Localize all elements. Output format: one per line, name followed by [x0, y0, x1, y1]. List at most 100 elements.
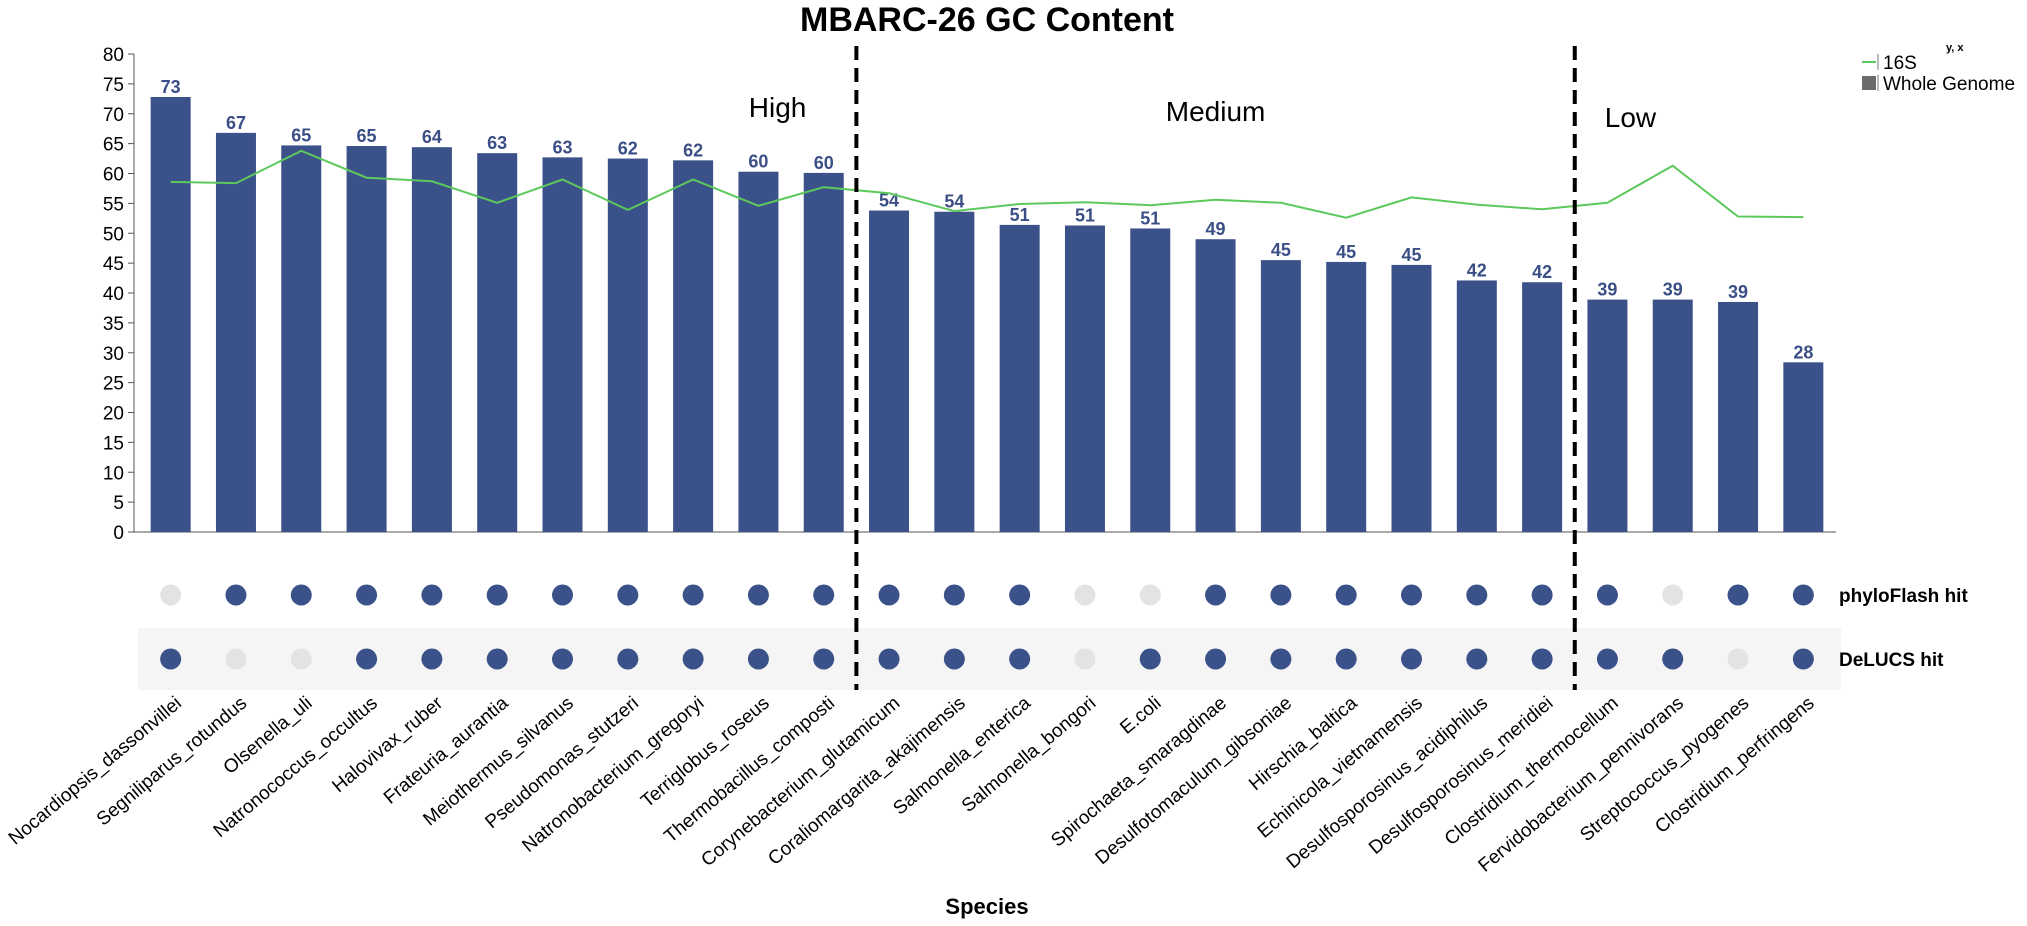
y-tick-label: 65 — [103, 135, 124, 156]
hit-dot — [552, 584, 573, 606]
bar — [215, 132, 256, 532]
legend-item-label: Whole Genome — [1883, 74, 2015, 95]
bar — [607, 158, 648, 532]
miss-dot — [225, 648, 247, 670]
hit-dot — [1270, 648, 1292, 670]
hit-dot — [682, 584, 704, 606]
hit-dot — [1009, 648, 1031, 670]
hit-row-labels: phyloFlash hit DeLUCS hit — [1839, 586, 1968, 671]
hit-dot — [160, 648, 182, 670]
bar — [281, 145, 322, 533]
bar-value-label: 42 — [1467, 260, 1487, 280]
y-tick-label: 25 — [103, 374, 124, 395]
bar — [1522, 282, 1563, 532]
hit-dot — [1727, 584, 1749, 606]
hit-dot — [878, 648, 900, 670]
hit-dot — [1139, 648, 1161, 670]
chart-title: MBARC-26 GC Content — [800, 1, 1174, 39]
bar-value-label: 62 — [618, 139, 638, 159]
bar-value-label: 54 — [944, 192, 964, 212]
bar-value-label: 28 — [1793, 342, 1813, 362]
hit-dot — [486, 648, 508, 670]
y-tick-label: 70 — [103, 105, 124, 126]
bar-value-label: 45 — [1401, 245, 1421, 265]
y-tick-label: 45 — [103, 254, 124, 275]
y-tick-label: 5 — [113, 493, 124, 514]
bar — [1783, 362, 1824, 532]
y-tick-label: 50 — [103, 224, 124, 245]
bar — [1195, 239, 1236, 532]
y-tick-label: 80 — [103, 45, 124, 66]
region-labels: High Medium Low — [749, 92, 1657, 133]
region-dividers — [854, 46, 1577, 690]
bar — [869, 210, 910, 533]
y-tick-label: 35 — [103, 314, 124, 335]
bar-value-label: 39 — [1597, 280, 1617, 300]
hit-dot — [813, 584, 835, 606]
bar-value-label: 67 — [226, 113, 246, 133]
category-labels: Nocardiopsis_dassonvilleiSegniliparus_ro… — [5, 692, 1819, 876]
hit-dot — [1335, 648, 1357, 670]
hit-dot — [1662, 648, 1684, 670]
hit-dot — [617, 584, 639, 606]
region-label-low: Low — [1605, 102, 1657, 133]
category-label: Halovivax_ruber — [328, 692, 447, 797]
hit-dot — [682, 648, 704, 670]
bar-value-label: 51 — [1140, 208, 1160, 228]
hit-dot — [421, 648, 443, 670]
line-series — [170, 149, 1804, 219]
bar — [738, 171, 779, 532]
hit-dot — [1205, 648, 1227, 670]
hit-dot — [225, 584, 247, 606]
bar-value-label: 42 — [1532, 262, 1552, 282]
hit-dot — [421, 584, 443, 606]
hit-row-label: phyloFlash hit — [1839, 586, 1968, 607]
y-tick-label: 10 — [103, 463, 124, 484]
bar — [1064, 225, 1105, 533]
hit-dot — [1205, 584, 1227, 606]
y-tick-label: 0 — [113, 523, 124, 544]
hit-dot — [356, 648, 378, 670]
line-16s — [170, 149, 1804, 219]
miss-dot — [1074, 584, 1096, 606]
hit-dot — [617, 648, 639, 670]
hit-dot — [1596, 648, 1618, 670]
bar — [999, 224, 1040, 532]
miss-dot — [290, 648, 312, 670]
bar-value-label: 60 — [748, 152, 768, 172]
bar — [1260, 260, 1301, 532]
bar-value-label: 73 — [161, 77, 181, 97]
bar — [1587, 299, 1628, 532]
bar — [1391, 264, 1432, 532]
bar-value-label: 45 — [1336, 242, 1356, 262]
y-tick-label: 30 — [103, 344, 124, 365]
hit-dot — [747, 584, 769, 606]
hit-dot — [1792, 648, 1814, 670]
bar-value-label: 51 — [1075, 205, 1095, 225]
hit-dot — [943, 584, 965, 606]
bar — [346, 146, 387, 532]
legend-superscript: y, x — [1946, 42, 1964, 54]
category-label: E.coli — [1116, 693, 1165, 739]
miss-dot — [1139, 584, 1161, 606]
bar-value-label: 64 — [422, 127, 442, 147]
y-tick-label: 20 — [103, 404, 124, 425]
bar — [477, 153, 518, 532]
hit-dots — [160, 584, 1814, 670]
bar-value-label: 45 — [1271, 240, 1291, 260]
bar-value-label: 51 — [1010, 205, 1030, 225]
bar — [542, 157, 583, 532]
hit-dot — [1792, 584, 1814, 606]
category-label: Hirschia_baltica — [1245, 692, 1362, 795]
delucs-row-band — [138, 628, 1841, 690]
hit-dot — [290, 584, 312, 606]
hit-dot — [1466, 584, 1488, 606]
hit-dot — [486, 584, 508, 606]
hit-row-bands — [138, 628, 1841, 690]
bar-value-label: 60 — [814, 153, 834, 173]
hit-dot — [747, 648, 769, 670]
bar — [673, 160, 714, 533]
y-tick-label: 55 — [103, 194, 124, 215]
